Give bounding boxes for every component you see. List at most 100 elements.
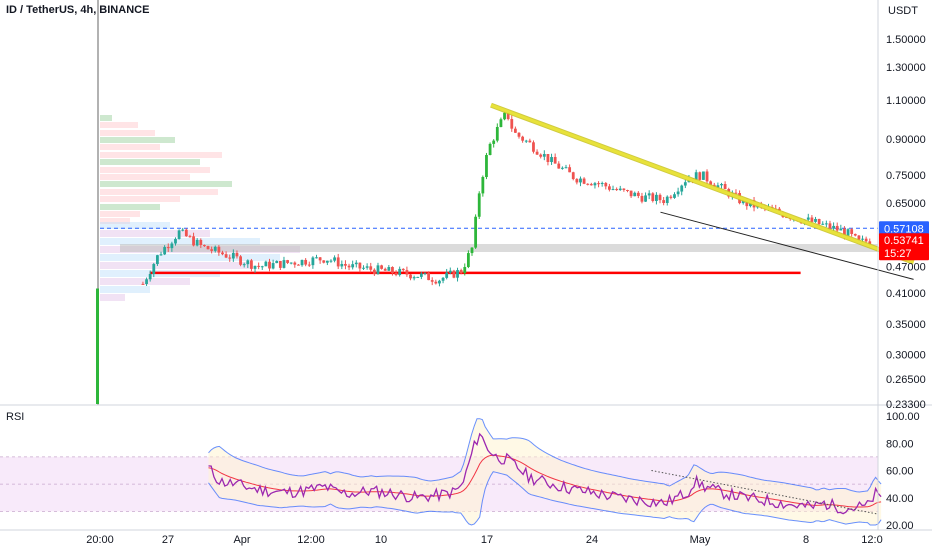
candle-body — [550, 157, 553, 163]
candle-body — [351, 264, 355, 268]
time-tick-label: Apr — [233, 534, 250, 546]
candle-body — [720, 184, 723, 186]
candle-body — [582, 178, 586, 184]
time-tick-label: 12:00 — [297, 534, 325, 546]
volume-profile-bar — [100, 262, 250, 269]
candle-body — [271, 263, 275, 269]
candle-body — [253, 265, 257, 269]
candle-body — [383, 268, 387, 271]
candle-body — [734, 192, 738, 194]
candle-body — [340, 263, 344, 267]
candle-body — [452, 270, 456, 278]
candle-body — [546, 153, 550, 163]
rsi-label: RSI — [6, 411, 25, 423]
volume-profile-bar — [100, 174, 190, 180]
candle-body — [647, 193, 651, 196]
candle-body — [369, 266, 373, 270]
candle-body — [141, 283, 145, 285]
candle-body — [217, 246, 221, 253]
candle-body — [651, 193, 655, 201]
candle-body — [864, 238, 868, 242]
candle-body — [203, 245, 206, 247]
candle-body — [542, 153, 546, 157]
candle-body — [412, 277, 416, 279]
candle-body — [640, 195, 644, 202]
candle-body — [401, 268, 405, 271]
candle-body — [347, 265, 351, 268]
candle-body — [586, 183, 590, 185]
candle-body — [481, 177, 485, 194]
volume-profile-bar — [100, 230, 210, 237]
time-tick-label: 10 — [375, 534, 387, 546]
price-tag-box — [879, 221, 929, 236]
candle-body — [336, 257, 340, 267]
candle-body — [282, 260, 286, 268]
candle-body — [246, 260, 250, 265]
candle-body — [705, 171, 709, 182]
candle-body — [362, 267, 365, 269]
volume-profile-bar — [100, 278, 190, 285]
candle-body — [250, 260, 253, 269]
rsi-pane[interactable] — [0, 418, 882, 526]
candle-body — [557, 163, 561, 169]
candle-body — [192, 236, 195, 246]
time-tick-label: 20:00 — [86, 534, 114, 546]
candle-body — [488, 143, 492, 156]
volume-profile-bar — [100, 254, 280, 261]
candle-body — [96, 288, 99, 404]
candle-body — [231, 252, 235, 259]
candle-body — [629, 190, 633, 197]
candle-body — [850, 229, 854, 234]
candle-body — [835, 225, 839, 231]
candle-body — [156, 255, 159, 265]
rsi-bb-lower — [208, 471, 882, 526]
candle-body — [694, 172, 698, 181]
candle-body — [589, 184, 593, 186]
volume-profile-bar — [100, 181, 232, 187]
candle-body — [427, 272, 431, 281]
candle-body — [608, 186, 611, 190]
volume-profile-bar — [100, 122, 138, 128]
price-tag-label: 15:27 — [884, 248, 912, 260]
candle-body — [365, 266, 369, 268]
candle-body — [311, 257, 315, 266]
candle-body — [376, 265, 380, 275]
candle-body — [307, 264, 311, 266]
candle-body — [145, 279, 148, 284]
candle-body — [492, 140, 496, 144]
candle-body — [159, 254, 163, 256]
volume-profile-bar — [100, 204, 160, 210]
price-tick-label: 0.75000 — [886, 170, 926, 182]
rsi-line — [208, 432, 882, 515]
candle-body — [199, 239, 203, 246]
rsi-tick-label: 60.00 — [886, 466, 914, 478]
candle-body — [579, 178, 582, 183]
candle-body — [445, 272, 449, 278]
volume-profile-bar — [100, 144, 160, 150]
candle-body — [832, 225, 835, 229]
candle-body — [513, 128, 517, 133]
candle-body — [665, 196, 669, 204]
candle-body — [441, 277, 445, 281]
candle-body — [571, 172, 575, 180]
candle-body — [709, 181, 713, 185]
volume-profile-bar — [100, 189, 218, 195]
candle-body — [210, 249, 214, 251]
price-tick-label: 0.26500 — [886, 374, 926, 386]
price-tick-label: 0.35000 — [886, 319, 926, 331]
candle-body — [600, 182, 604, 184]
price-tick-label: 0.47000 — [886, 261, 926, 273]
candle-body — [532, 142, 535, 152]
resistance-zone — [120, 244, 878, 252]
candle-body — [239, 256, 242, 265]
candle-body — [148, 274, 152, 280]
candle-body — [604, 182, 608, 187]
candle-body — [669, 196, 673, 198]
candle-body — [633, 192, 637, 197]
rsi-bb-upper — [208, 418, 882, 493]
candle-body — [213, 246, 217, 251]
candle-body — [676, 191, 680, 195]
candle-body — [221, 252, 224, 255]
candle-body — [463, 267, 467, 274]
